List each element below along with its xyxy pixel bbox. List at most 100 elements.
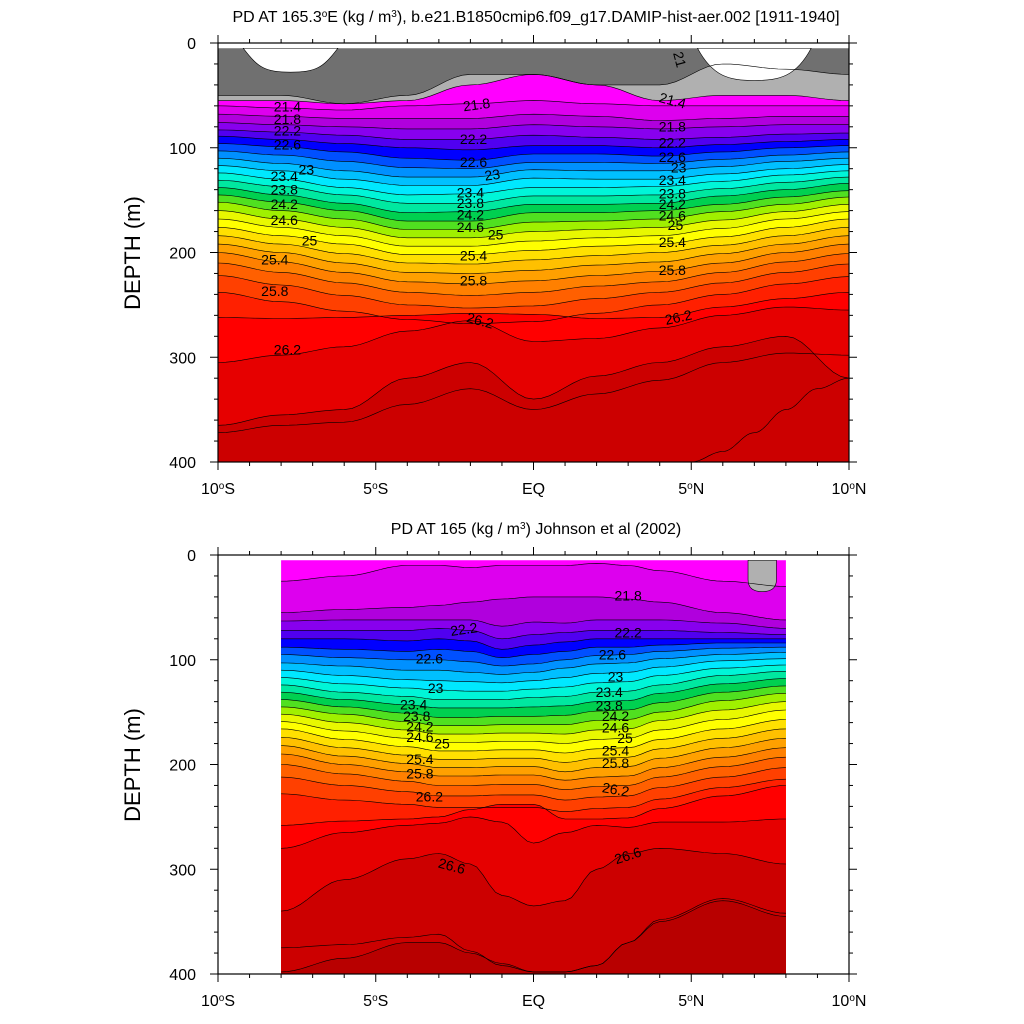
contour-line-28 [217,335,850,426]
contour-line-extra-2 [691,377,850,463]
x-tick-label: 5oS [363,993,388,1011]
panel-top-contour-labels: 2121.421.822.222.62323.423.824.224.62525… [261,50,693,358]
contour-label: 21.8 [274,111,301,127]
panel-bottom-title: PD AT 165 (kg / m3) Johnson et al (2002) [391,521,681,539]
contour-line-11 [281,671,786,700]
contour-label: 25 [668,217,684,233]
y-tick-label: 400 [169,967,196,984]
contour-label: 25 [488,226,504,242]
contour-line-6 [217,129,849,140]
contour-line-13 [217,176,850,204]
contour-line-19 [281,738,786,773]
contour-line-7 [281,646,786,667]
contour-label: 24.6 [602,720,629,736]
contour-line-15 [281,701,786,735]
contour-line-3 [217,100,849,111]
contour-line-5 [217,122,849,130]
contour-label: 26.2 [465,309,496,332]
contour-line-14 [217,183,850,213]
contour-label: 25.8 [602,755,629,771]
contour-line-26 [217,292,850,319]
contour-line-5 [281,638,786,650]
contour-label: 23 [428,680,444,696]
contour-line-12 [217,170,850,196]
contour-line-18 [217,211,850,247]
contour-line-23 [217,253,850,296]
contour-line-21 [217,235,850,274]
y-tick-label: 100 [169,141,196,158]
contour-label: 25.8 [261,283,288,299]
contour-line-27 [217,306,850,363]
x-tick-label: 5oS [363,481,388,499]
grey-region [747,559,777,592]
contour-label: 24.2 [406,719,433,735]
contour-line-2 [281,596,786,621]
contour-label: 26.2 [663,307,693,328]
contour-label: 21.4 [657,89,688,112]
contour-line-22 [217,243,850,285]
contour-label: 22.2 [615,624,642,640]
panel-top-ylabel: DEPTH (m) [120,196,145,310]
contour-label: 23.4 [400,697,427,713]
contour-label: 25.4 [406,751,433,767]
y-tick-label: 300 [169,862,196,879]
contour-line-13 [281,685,786,718]
contour-line-22 [281,767,786,801]
contour-label: 22.2 [449,619,478,639]
y-tick-label: 300 [169,350,196,367]
contour-label: 21.4 [274,99,301,115]
panel-top-axes: 0 100 200 300 400 10oS 5oS EQ 5oN 10oN [169,35,866,498]
contour-label: 23.4 [271,168,298,184]
contour-line-9 [217,150,850,169]
contour-line-25 [217,276,850,324]
surface-cap-1 [242,47,339,73]
contour-line-4 [281,627,786,640]
contour-label: 24.6 [457,219,484,235]
contour-label: 22.2 [460,131,487,147]
contour-label: 22.2 [659,134,686,150]
contour-line-1 [281,563,786,587]
contour-label: 25 [434,735,450,751]
contour-label: 25.8 [460,273,487,289]
x-tick-label: 10oN [832,481,867,499]
panel-bottom-contour-fill [281,559,786,974]
contour-label: 23.8 [659,186,686,202]
contour-line-12 [281,678,786,709]
contour-label: 25.4 [261,252,288,268]
contour-label: 26.2 [601,779,631,800]
contour-line-24 [217,263,850,309]
contour-line-11 [217,164,850,186]
contour-label: 24.6 [271,212,298,228]
contour-label: 24.2 [659,196,686,212]
contour-label: 21.8 [615,588,642,604]
panel-bottom: PD AT 165 (kg / m3) Johnson et al (2002)… [120,521,866,1011]
contour-label: 23 [299,161,315,177]
contour-label: 22.6 [274,136,301,152]
contour-label: 25.4 [460,247,487,263]
y-tick-label: 0 [187,36,196,53]
contour-line-16 [281,709,786,744]
y-tick-label: 200 [169,246,196,263]
x-tick-label: 5oN [678,481,704,499]
contour-label: 21 [670,50,690,69]
contour-line-7 [217,135,849,151]
contour-line-4 [217,113,849,121]
contour-line-9 [281,658,786,684]
contour-line-8 [281,652,786,675]
contour-label: 25 [617,730,633,746]
contour-label: 23.4 [596,684,623,700]
panel-bottom-axes: 0 100 200 300 400 10oS 5oS EQ 5oN 10oN [169,547,866,1010]
contour-label: 24.2 [602,708,629,724]
contour-line-10 [281,664,786,692]
contour-line-16 [217,196,850,230]
x-tick-label: 5oN [678,993,704,1011]
contour-label: 25.4 [659,234,686,250]
contour-label: 23.8 [271,181,298,197]
contour-line-26 [281,847,786,912]
panel-top-contour-lines [217,63,850,463]
contour-line-2 [218,74,850,105]
contour-label: 26.6 [437,855,468,878]
contour-label: 24.2 [271,196,298,212]
contour-line-20 [281,747,786,781]
